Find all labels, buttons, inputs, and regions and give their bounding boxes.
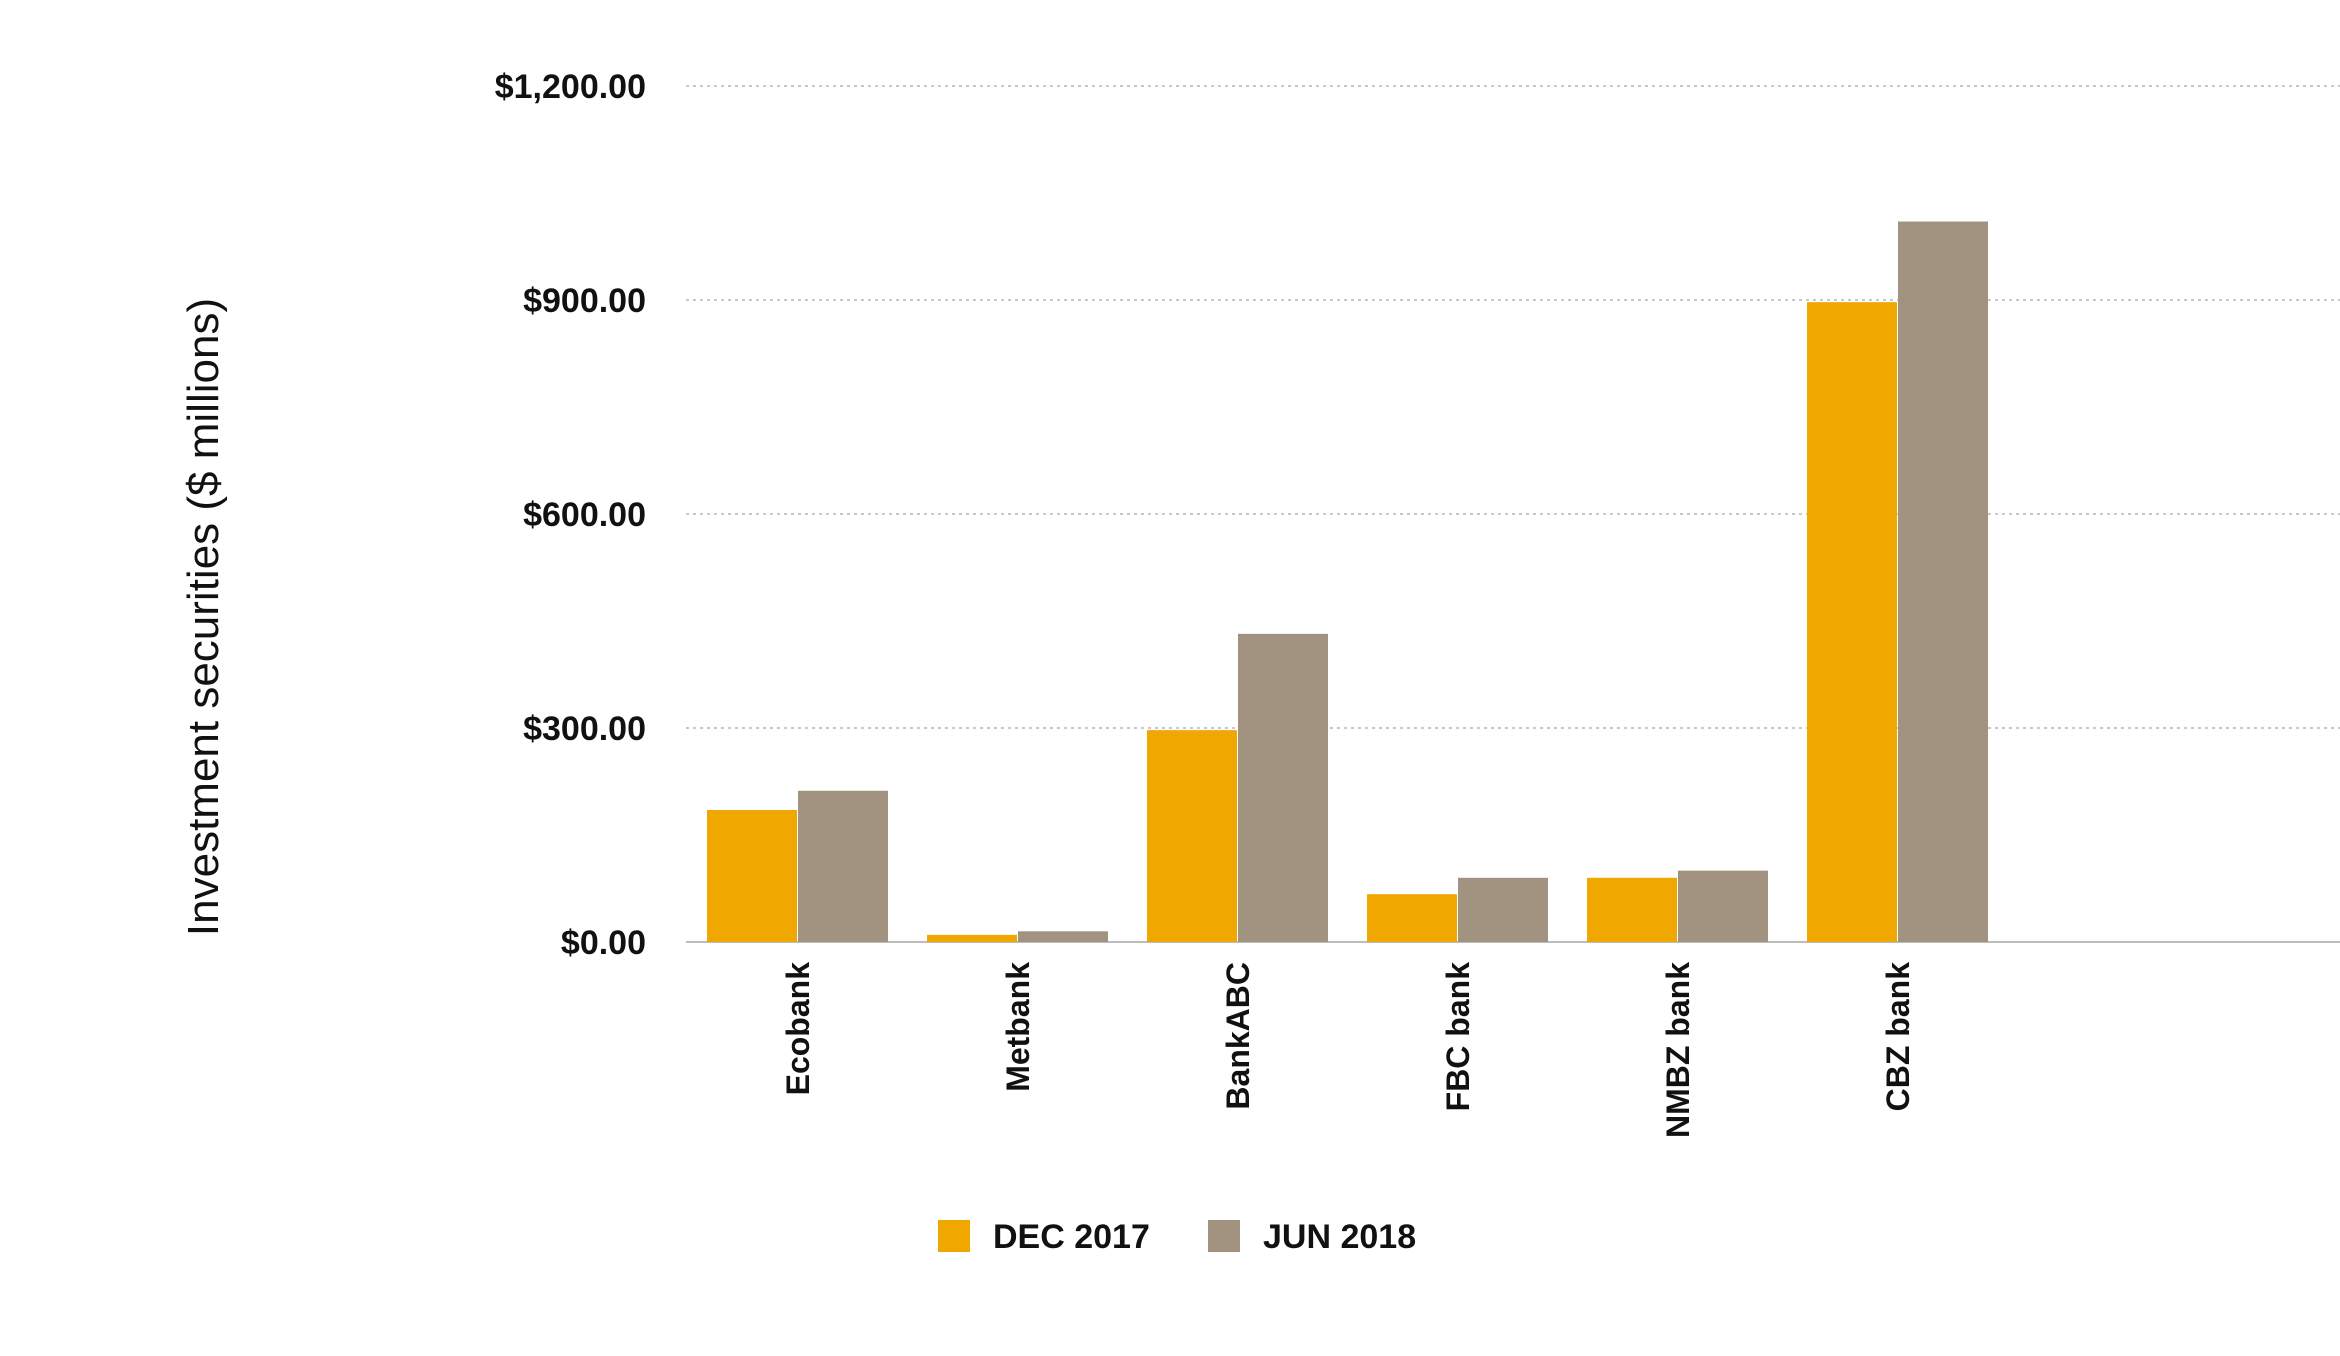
bar-dec-2017 [1147, 730, 1237, 942]
x-tick-label: Ecobank [780, 962, 816, 1096]
x-axis-category-labels: Ecobank Metbank BankABC FBC bank NMBZ bank CB… [780, 962, 1916, 1138]
legend-swatch [938, 1220, 970, 1252]
bar-jun-2018 [1898, 221, 1988, 943]
x-tick-label: BankABC [1220, 962, 1256, 1110]
x-tick-label: FBC bank [1440, 962, 1476, 1112]
bar-dec-2017 [1807, 302, 1897, 942]
y-tick-label: $600.00 [523, 496, 646, 534]
bars [707, 221, 1988, 943]
bar-jun-2018 [1458, 877, 1548, 942]
x-tick-label: NMBZ bank [1660, 962, 1696, 1138]
x-tick-label: Metbank [1000, 962, 1036, 1092]
y-tick-label: $1,200.00 [495, 68, 646, 106]
bar-jun-2018 [1018, 931, 1108, 942]
y-axis-tick-labels: $0.00 $300.00 $600.00 $900.00 $1,200.00 [495, 68, 646, 962]
y-tick-label: $300.00 [523, 710, 646, 748]
legend: DEC 2017 JUN 2018 [938, 1218, 1416, 1256]
bar-jun-2018 [798, 790, 888, 942]
bar-jun-2018 [1238, 633, 1328, 942]
bar-dec-2017 [1587, 877, 1677, 942]
legend-label: JUN 2018 [1263, 1218, 1416, 1256]
legend-swatch [1208, 1220, 1240, 1252]
bar-dec-2017 [707, 810, 797, 942]
gridlines [686, 85, 2340, 943]
y-axis-title: Investment securities ($ millions) [179, 298, 228, 936]
legend-label: DEC 2017 [993, 1218, 1150, 1256]
bar-dec-2017 [1367, 894, 1457, 942]
x-tick-label: CBZ bank [1880, 962, 1916, 1112]
y-tick-label: $0.00 [561, 924, 646, 962]
y-tick-label: $900.00 [523, 282, 646, 320]
bar-dec-2017 [927, 934, 1017, 942]
bar-jun-2018 [1678, 870, 1768, 942]
